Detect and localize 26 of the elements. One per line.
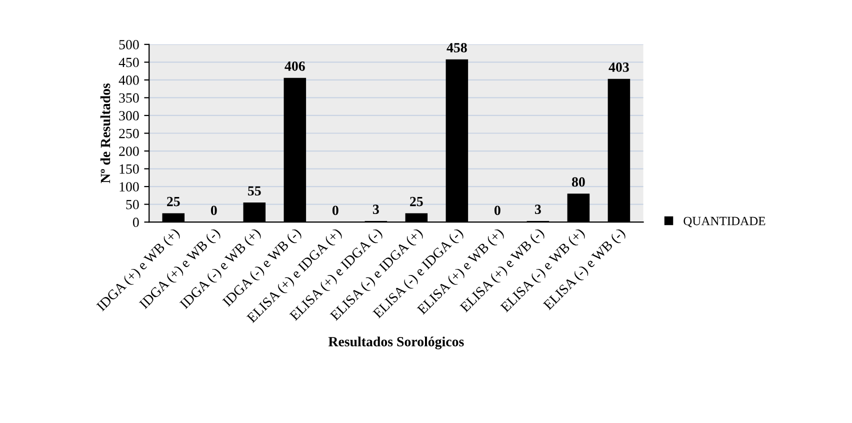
y-tick-label: 350	[119, 93, 139, 103]
y-tick-label: 250	[119, 128, 139, 138]
data-label: 3	[535, 204, 541, 214]
y-tick-label: 50	[126, 200, 139, 210]
x-axis-title: Resultados Sorológicos	[328, 336, 464, 350]
y-tick-label: 500	[119, 40, 139, 50]
data-label: 0	[210, 206, 217, 216]
data-label: 458	[446, 42, 467, 52]
y-tick-label: 400	[118, 76, 139, 85]
y-tick-label: 150	[120, 164, 139, 174]
data-label: 0	[494, 206, 500, 216]
y-tick-label: 0	[132, 218, 139, 228]
y-tick-label: 100	[120, 182, 139, 192]
y-axis-title: Nº de Resultados	[100, 83, 110, 184]
data-label: 406	[284, 61, 305, 71]
data-label: 25	[167, 196, 180, 206]
data-label: 80	[572, 177, 585, 187]
y-tick-label: 450	[118, 58, 139, 68]
data-label: 3	[372, 204, 379, 214]
data-label: 25	[410, 196, 423, 206]
y-tick-label: 200	[119, 146, 139, 156]
data-label: 55	[248, 186, 261, 196]
data-label: 403	[608, 62, 629, 72]
y-tick-label: 300	[119, 111, 139, 120]
data-label: 0	[332, 206, 338, 216]
legend-label: QUANTIDADE	[684, 216, 766, 228]
